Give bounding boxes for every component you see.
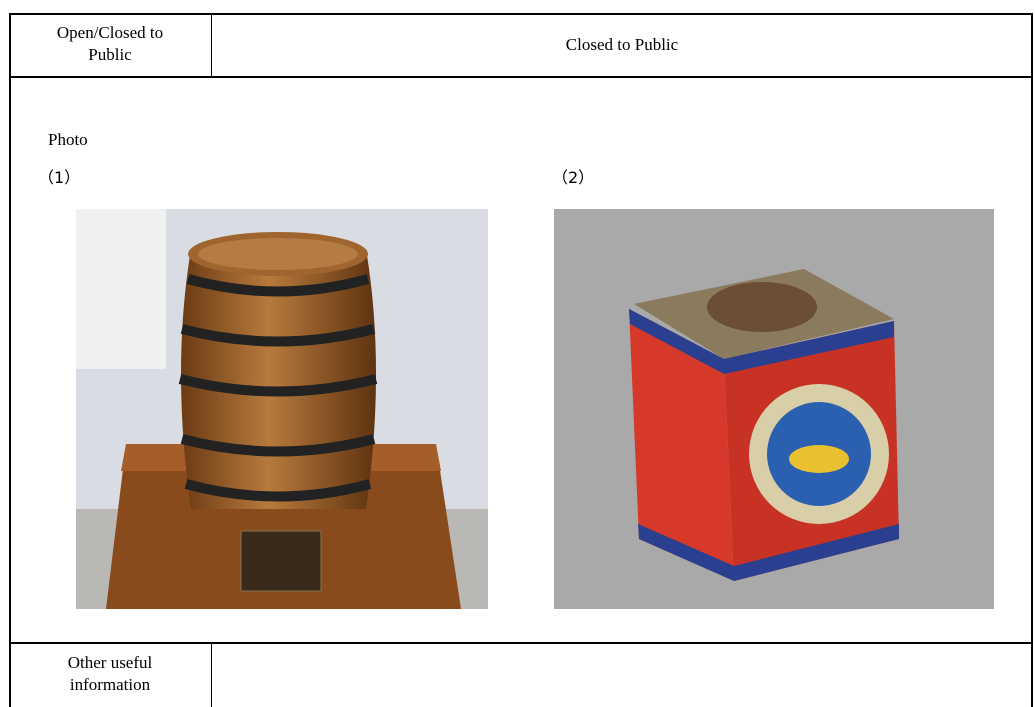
photo bbox=[554, 209, 994, 609]
photo bbox=[76, 209, 488, 609]
photo-caption: （1） bbox=[38, 168, 81, 187]
row-value: Closed to Public bbox=[565, 35, 679, 54]
border bbox=[9, 642, 1033, 644]
border bbox=[9, 76, 1033, 78]
row-label: Other useful information bbox=[67, 653, 153, 694]
border bbox=[211, 13, 212, 77]
section-title: Photo bbox=[48, 130, 88, 149]
border bbox=[211, 642, 212, 707]
border bbox=[9, 13, 11, 707]
row-label: Open/Closed to Public bbox=[56, 23, 164, 64]
border bbox=[1031, 13, 1033, 707]
border bbox=[9, 13, 1033, 15]
photo-caption: （2） bbox=[552, 168, 595, 187]
